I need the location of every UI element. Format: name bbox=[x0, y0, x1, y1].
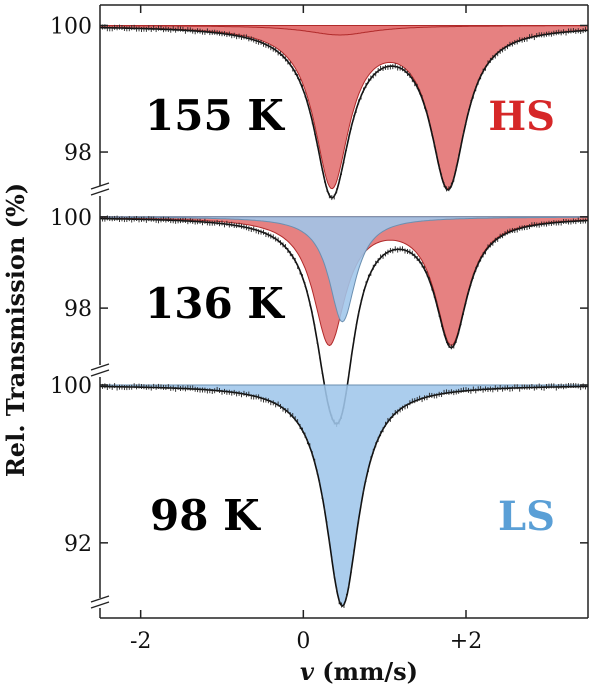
axis-break-mark bbox=[90, 595, 110, 603]
temperature-label: 98 K bbox=[150, 491, 261, 540]
y-tick-label: 100 bbox=[50, 374, 92, 399]
x-tick-label: +2 bbox=[450, 629, 482, 654]
y-tick-label: 98 bbox=[64, 297, 92, 322]
spin-state-label: LS bbox=[498, 493, 555, 540]
component-area bbox=[99, 25, 589, 36]
x-axis-title-symbol: v bbox=[300, 657, 315, 686]
axes bbox=[90, 4, 589, 619]
y-tick-label: 100 bbox=[50, 206, 92, 231]
temperature-label: 155 K bbox=[145, 91, 285, 140]
panel-155-k bbox=[99, 24, 589, 201]
temperature-label: 136 K bbox=[145, 279, 285, 328]
x-tick-label: 0 bbox=[296, 629, 310, 654]
labels: -2 0 +2 v (mm/s) Rel. Transmission (%) 100 98 1… bbox=[1, 14, 555, 686]
y-tick-label: 92 bbox=[64, 532, 92, 557]
y-axis-title: Rel. Transmission (%) bbox=[1, 183, 30, 477]
axis-break-mark bbox=[90, 363, 110, 371]
plot-area bbox=[99, 24, 589, 608]
x-tick-label: -2 bbox=[130, 629, 151, 654]
spin-state-label: HS bbox=[488, 93, 555, 140]
component-area bbox=[99, 216, 589, 323]
x-axis-title-units: (mm/s) bbox=[314, 657, 418, 686]
y-tick-label: 100 bbox=[50, 14, 92, 39]
axis-break-mark bbox=[90, 601, 110, 609]
x-axis-title: v (mm/s) bbox=[300, 657, 418, 686]
axis-break-mark bbox=[90, 188, 110, 196]
y-tick-label: 98 bbox=[64, 141, 92, 166]
axis-break-mark bbox=[90, 369, 110, 377]
axis-break-mark bbox=[90, 182, 110, 190]
